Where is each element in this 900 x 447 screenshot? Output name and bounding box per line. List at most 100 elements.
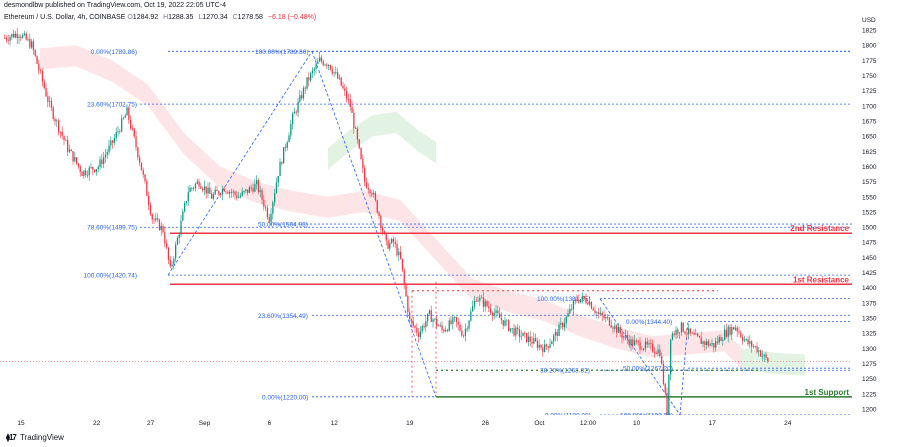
- candle-body: [313, 68, 315, 71]
- x-tick-label: 27: [147, 420, 155, 427]
- candle-body: [443, 329, 445, 332]
- candle-body: [558, 324, 560, 336]
- candle-body: [97, 167, 99, 170]
- candle-body: [252, 188, 254, 192]
- ohlc-low: L1270.34: [198, 14, 228, 21]
- candle-body: [610, 325, 612, 328]
- candle-body: [133, 128, 135, 137]
- candle-body: [461, 330, 463, 336]
- candle-body: [380, 215, 382, 228]
- candle-body: [304, 87, 306, 89]
- candle-body: [58, 120, 60, 132]
- candle-body: [562, 323, 564, 328]
- candle-body: [94, 169, 96, 172]
- y-tick-label: 1725: [862, 88, 877, 95]
- candle-body: [668, 374, 670, 416]
- y-tick-label: 1350: [862, 316, 877, 323]
- candle-body: [369, 189, 371, 194]
- candle-body: [637, 340, 639, 342]
- candle-body: [599, 312, 602, 315]
- candle-body: [9, 36, 11, 41]
- candle-body: [61, 131, 63, 136]
- candle-body: [126, 107, 128, 116]
- candle-body: [225, 191, 227, 193]
- candle-body: [601, 312, 603, 316]
- candle-body: [761, 355, 764, 357]
- candle-body: [288, 135, 290, 143]
- candle-body: [628, 339, 630, 346]
- candle-body: [643, 348, 645, 350]
- symbol-info: Ethereum / U.S. Dollar, 4h, COINBASE O12…: [4, 14, 319, 21]
- candle-body: [473, 300, 476, 307]
- candle-body: [466, 328, 468, 330]
- candle-body: [108, 145, 110, 153]
- y-tick-label: 1475: [862, 240, 877, 247]
- candle-body: [657, 349, 659, 354]
- candle-body: [738, 331, 740, 333]
- candle-body: [54, 118, 56, 122]
- candle-body: [556, 331, 558, 336]
- level-label: 1st Resistance: [793, 275, 850, 284]
- candle-body: [371, 193, 373, 195]
- candle-body: [554, 331, 557, 336]
- candle-body: [724, 329, 726, 340]
- candle-body: [274, 193, 276, 203]
- tradingview-brand[interactable]: ⧫17 TradingView: [6, 433, 64, 442]
- candle-body: [88, 167, 90, 176]
- candle-body: [457, 322, 459, 325]
- candle-body: [211, 193, 213, 199]
- candle-body: [549, 344, 551, 348]
- y-tick-label: 1600: [862, 164, 877, 171]
- candle-body: [144, 174, 146, 182]
- candle-body: [464, 328, 467, 336]
- candle-body: [477, 300, 479, 302]
- candle-body: [153, 219, 155, 221]
- candle-body: [542, 347, 544, 353]
- candle-body: [36, 55, 38, 64]
- candle-body: [275, 182, 278, 194]
- candle-body: [619, 326, 621, 334]
- candle-body: [364, 168, 366, 182]
- candle-body: [196, 181, 198, 184]
- candle-body: [682, 322, 684, 332]
- candle-body: [202, 188, 204, 190]
- candle-body: [567, 313, 569, 317]
- cloud-bullish: [328, 111, 436, 170]
- candle-body: [752, 346, 755, 348]
- ohlc-change: −6.18 (−0.48%): [267, 14, 317, 21]
- candle-body: [18, 36, 20, 39]
- candle-body: [167, 247, 170, 260]
- candle-body: [279, 162, 281, 177]
- candle-body: [34, 50, 36, 56]
- candle-body: [162, 225, 164, 233]
- candle-body: [398, 251, 400, 256]
- candle-body: [166, 243, 168, 248]
- candle-body: [140, 162, 143, 171]
- candle-body: [90, 167, 92, 168]
- candle-body: [581, 296, 584, 300]
- candle-body: [193, 187, 195, 189]
- candle-body: [79, 166, 81, 173]
- candle-body: [148, 195, 150, 206]
- candle-body: [171, 264, 173, 267]
- candle-body: [583, 296, 585, 299]
- candle-body: [239, 195, 242, 198]
- candle-body: [49, 101, 51, 103]
- candle-body: [198, 181, 200, 187]
- candle-body: [515, 327, 517, 336]
- candle-body: [506, 320, 508, 322]
- candle-body: [23, 33, 26, 35]
- x-tick-label: 24: [784, 420, 792, 427]
- candle-body: [468, 320, 470, 329]
- candle-body: [490, 308, 492, 313]
- candle-body: [315, 63, 317, 69]
- tradingview-logo-icon: ⧫17: [6, 433, 17, 442]
- candle-body: [661, 355, 663, 364]
- candle-body: [455, 316, 458, 323]
- candle-body: [113, 137, 116, 143]
- candle-body: [711, 343, 713, 345]
- candle-body: [216, 189, 218, 192]
- candle-body: [392, 238, 395, 243]
- candle-body: [59, 131, 62, 133]
